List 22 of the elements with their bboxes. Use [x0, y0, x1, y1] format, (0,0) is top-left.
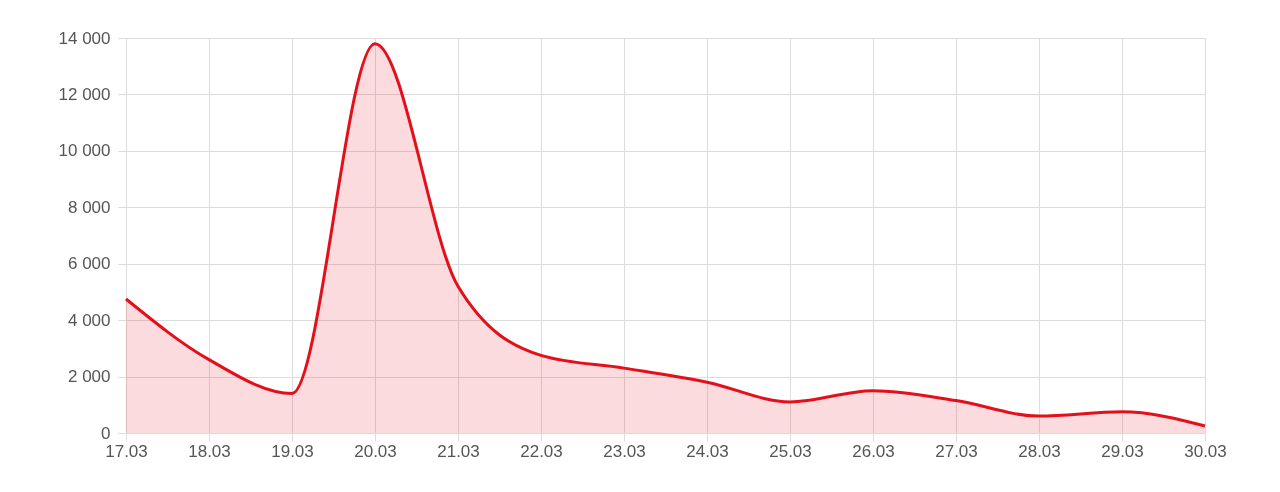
x-tick-label: 25.03: [769, 441, 812, 461]
y-tick-label: 12 000: [58, 84, 111, 104]
x-tick-label: 17.03: [105, 441, 148, 461]
y-tick-label: 4 000: [67, 310, 111, 330]
x-tick-label: 24.03: [686, 441, 729, 461]
y-tick-label: 2 000: [67, 367, 111, 387]
x-tick-label: 23.03: [603, 441, 646, 461]
y-tick-label: 10 000: [58, 141, 111, 161]
x-tick-label: 21.03: [437, 441, 480, 461]
x-tick-label: 26.03: [852, 441, 895, 461]
x-tick-label: 19.03: [271, 441, 314, 461]
x-tick-label: 29.03: [1101, 441, 1144, 461]
x-tick-label: 18.03: [188, 441, 231, 461]
y-tick-label: 14 000: [58, 28, 111, 48]
x-tick-label: 30.03: [1184, 441, 1227, 461]
y-tick-label: 0: [101, 423, 111, 443]
y-tick-label: 6 000: [67, 254, 111, 274]
x-tick-label: 20.03: [354, 441, 397, 461]
y-tick-label: 8 000: [67, 197, 111, 217]
x-tick-label: 22.03: [520, 441, 563, 461]
x-tick-label: 27.03: [935, 441, 978, 461]
x-tick-label: 28.03: [1018, 441, 1061, 461]
